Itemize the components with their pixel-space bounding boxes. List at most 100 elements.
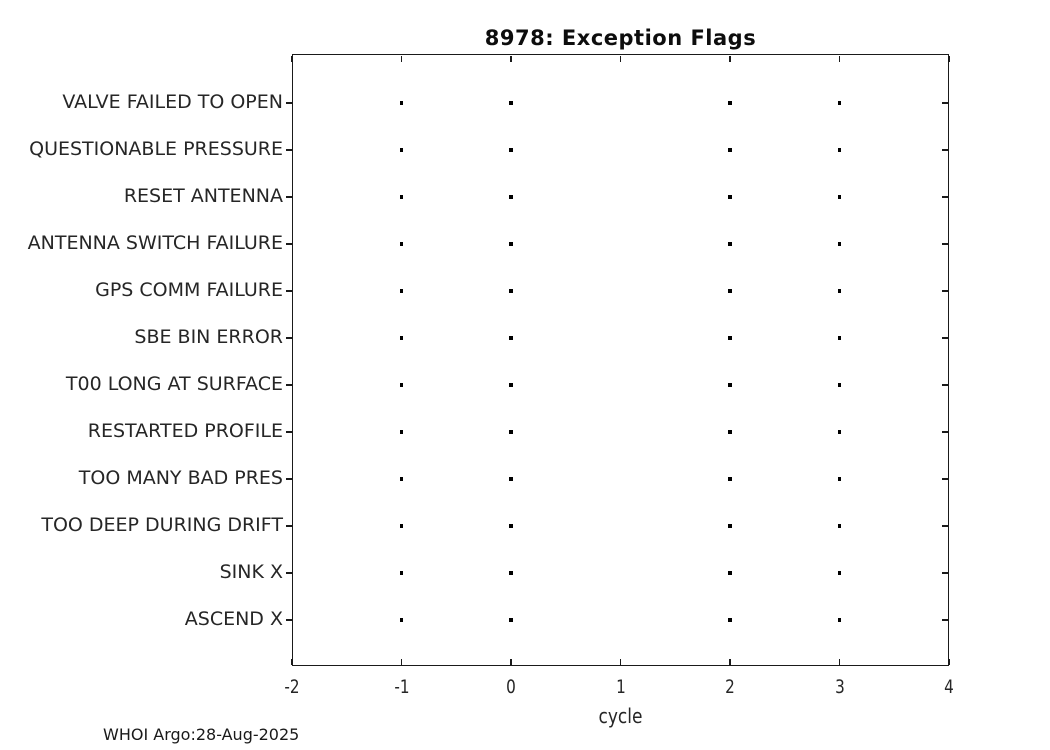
data-point bbox=[399, 571, 404, 575]
y-tick bbox=[286, 572, 292, 574]
x-tick bbox=[291, 658, 293, 665]
data-point bbox=[399, 383, 404, 387]
plot-box bbox=[292, 54, 949, 666]
y-tick-right bbox=[941, 196, 948, 198]
data-point bbox=[509, 242, 513, 246]
data-point bbox=[728, 336, 732, 340]
data-point bbox=[837, 195, 842, 199]
y-tick bbox=[286, 149, 292, 151]
data-point bbox=[728, 618, 732, 622]
data-point bbox=[837, 336, 842, 340]
x-tick-top bbox=[619, 55, 622, 62]
data-point bbox=[837, 148, 842, 152]
y-tick-label: SINK X bbox=[219, 561, 283, 583]
y-tick-label: T00 LONG AT SURFACE bbox=[65, 373, 283, 395]
x-tick-top bbox=[510, 55, 512, 62]
data-point bbox=[728, 477, 732, 481]
y-tick-label: QUESTIONABLE PRESSURE bbox=[29, 138, 283, 160]
x-tick bbox=[510, 658, 512, 665]
x-tick bbox=[838, 658, 841, 665]
y-tick-right bbox=[941, 243, 948, 245]
data-point bbox=[399, 477, 404, 481]
data-point bbox=[728, 242, 732, 246]
y-tick bbox=[286, 619, 292, 621]
data-point bbox=[399, 336, 404, 340]
data-point bbox=[509, 195, 513, 199]
x-tick-top bbox=[838, 55, 841, 62]
data-point bbox=[728, 289, 732, 293]
y-tick bbox=[286, 337, 292, 339]
x-tick-top bbox=[400, 55, 403, 62]
data-point bbox=[399, 148, 404, 152]
data-point bbox=[509, 101, 513, 105]
x-tick bbox=[619, 658, 622, 665]
y-tick-label: TOO MANY BAD PRES bbox=[78, 467, 283, 489]
data-point bbox=[837, 289, 842, 293]
x-tick-label: 4 bbox=[944, 676, 954, 698]
y-tick bbox=[286, 290, 292, 292]
data-point bbox=[399, 524, 404, 528]
y-tick-right bbox=[941, 384, 948, 386]
data-point bbox=[509, 571, 513, 575]
data-point bbox=[728, 430, 732, 434]
y-tick-right bbox=[941, 149, 948, 151]
data-point bbox=[509, 336, 513, 340]
data-point bbox=[837, 383, 842, 387]
y-tick-label: ASCEND X bbox=[184, 608, 283, 630]
y-tick-right bbox=[941, 572, 948, 574]
x-tick-top bbox=[948, 55, 950, 62]
x-tick-label: -1 bbox=[393, 676, 410, 698]
x-tick-top bbox=[729, 55, 731, 62]
x-tick bbox=[729, 658, 731, 665]
x-tick bbox=[948, 658, 950, 665]
data-point bbox=[837, 571, 842, 575]
y-tick bbox=[286, 196, 292, 198]
x-tick-label: -2 bbox=[284, 676, 300, 698]
data-point bbox=[728, 148, 732, 152]
y-tick bbox=[286, 478, 292, 480]
y-tick-right bbox=[941, 619, 948, 621]
data-point bbox=[837, 101, 842, 105]
y-tick bbox=[286, 431, 292, 433]
data-point bbox=[728, 383, 732, 387]
y-tick-label: SBE BIN ERROR bbox=[134, 326, 283, 348]
y-tick-right bbox=[941, 102, 948, 104]
x-axis-label: cycle bbox=[598, 704, 643, 728]
data-point bbox=[509, 524, 513, 528]
y-tick-label: VALVE FAILED TO OPEN bbox=[62, 91, 283, 113]
data-point bbox=[837, 618, 842, 622]
data-point bbox=[837, 524, 842, 528]
data-point bbox=[509, 430, 513, 434]
y-tick-label: TOO DEEP DURING DRIFT bbox=[41, 514, 283, 536]
data-point bbox=[399, 101, 404, 105]
data-point bbox=[399, 430, 404, 434]
data-point bbox=[509, 477, 513, 481]
x-tick-label: 3 bbox=[834, 676, 845, 698]
data-point bbox=[399, 195, 404, 199]
y-tick bbox=[286, 102, 292, 104]
y-tick bbox=[286, 525, 292, 527]
data-point bbox=[509, 148, 513, 152]
data-point bbox=[399, 618, 404, 622]
y-tick-label: GPS COMM FAILURE bbox=[95, 279, 283, 301]
x-tick-label: 0 bbox=[506, 676, 516, 698]
y-tick bbox=[286, 243, 292, 245]
footer-text: WHOI Argo:28-Aug-2025 bbox=[103, 725, 300, 744]
data-point bbox=[837, 477, 842, 481]
y-tick-label: RESTARTED PROFILE bbox=[87, 420, 283, 442]
data-point bbox=[728, 571, 732, 575]
data-point bbox=[837, 430, 842, 434]
data-point bbox=[399, 289, 404, 293]
y-tick-label: RESET ANTENNA bbox=[123, 185, 283, 207]
y-tick-right bbox=[941, 478, 948, 480]
data-point bbox=[728, 195, 732, 199]
data-point bbox=[509, 289, 513, 293]
chart-title: 8978: Exception Flags bbox=[484, 26, 757, 50]
data-point bbox=[728, 524, 732, 528]
y-tick bbox=[286, 384, 292, 386]
y-tick-right bbox=[941, 337, 948, 339]
y-tick-right bbox=[941, 431, 948, 433]
x-tick-label: 1 bbox=[615, 676, 626, 698]
data-point bbox=[509, 383, 513, 387]
